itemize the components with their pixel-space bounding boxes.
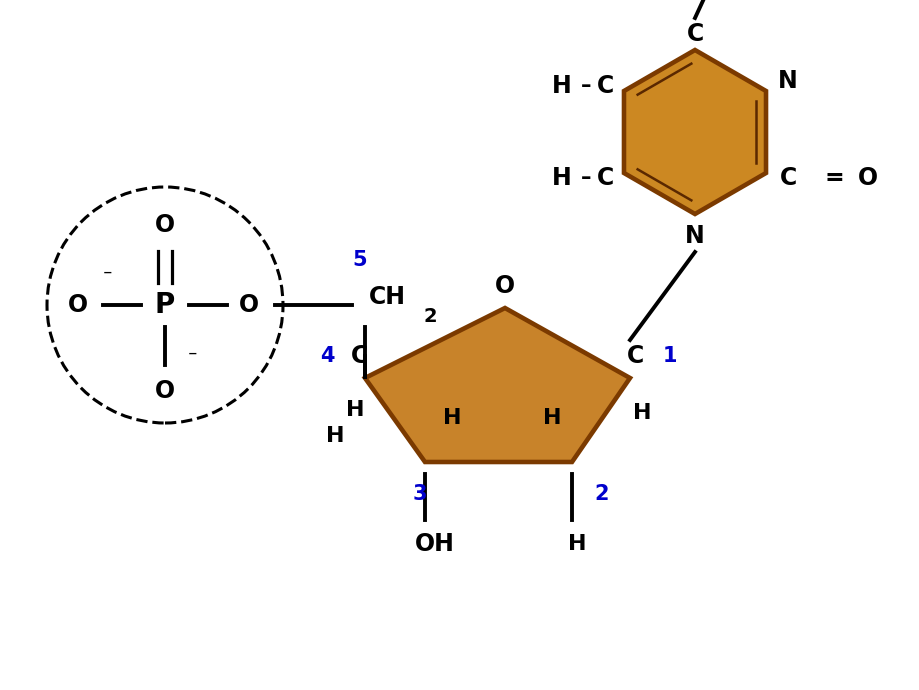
- Text: 3: 3: [413, 484, 426, 504]
- Text: CH: CH: [369, 285, 405, 309]
- Text: 2: 2: [423, 308, 437, 326]
- Text: 2: 2: [594, 484, 608, 504]
- Text: C: C: [350, 344, 368, 368]
- Text: H: H: [442, 408, 460, 428]
- Text: O: O: [68, 293, 88, 317]
- Text: C: C: [778, 166, 796, 190]
- Polygon shape: [365, 308, 630, 462]
- Text: P: P: [154, 291, 175, 319]
- Text: 4: 4: [320, 346, 334, 366]
- Text: 5: 5: [352, 250, 367, 270]
- Text: H: H: [325, 426, 344, 446]
- Text: C: C: [596, 74, 614, 98]
- Text: –: –: [580, 76, 591, 96]
- Text: C: C: [686, 22, 703, 46]
- Text: OH: OH: [414, 532, 454, 556]
- Text: H: H: [346, 400, 364, 420]
- Text: O: O: [239, 293, 259, 317]
- Text: C: C: [627, 344, 644, 368]
- Text: ⁻: ⁻: [188, 349, 198, 367]
- Text: ⁻: ⁻: [103, 268, 113, 286]
- Text: H: H: [567, 534, 585, 554]
- Text: H: H: [551, 74, 572, 98]
- Text: 1: 1: [662, 346, 676, 366]
- Text: H: H: [632, 403, 651, 423]
- Text: H: H: [542, 408, 561, 428]
- Text: O: O: [857, 166, 877, 190]
- Text: –: –: [580, 168, 591, 188]
- Text: N: N: [685, 224, 704, 248]
- Polygon shape: [623, 50, 766, 214]
- Text: C: C: [596, 166, 614, 190]
- Text: N: N: [777, 69, 797, 93]
- Text: H: H: [551, 166, 572, 190]
- Text: O: O: [494, 274, 515, 298]
- Text: =: =: [823, 166, 843, 190]
- Text: O: O: [154, 213, 175, 237]
- Text: O: O: [154, 379, 175, 403]
